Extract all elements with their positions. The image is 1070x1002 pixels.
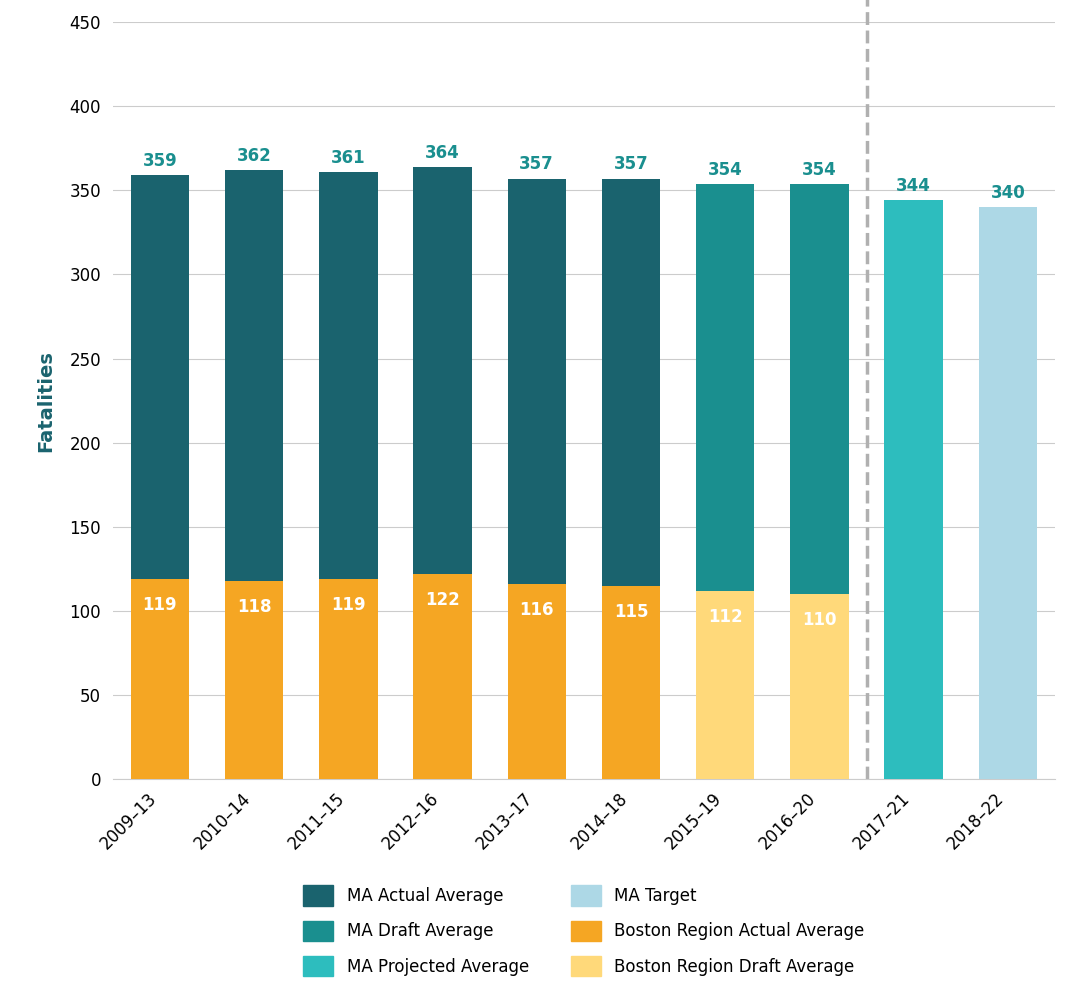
Bar — [413, 574, 472, 780]
Bar — [696, 591, 754, 780]
Bar — [507, 584, 566, 780]
Bar — [225, 170, 284, 780]
Bar — [601, 586, 660, 780]
Bar — [413, 166, 472, 780]
Y-axis label: Fatalities: Fatalities — [36, 350, 56, 452]
Text: 362: 362 — [236, 147, 272, 165]
Text: 364: 364 — [425, 143, 460, 161]
Bar — [131, 579, 189, 780]
Bar — [225, 581, 284, 780]
Bar — [979, 207, 1037, 780]
Bar — [131, 175, 189, 780]
Bar — [319, 579, 378, 780]
Text: 119: 119 — [142, 596, 178, 614]
Bar — [319, 171, 378, 780]
Text: 359: 359 — [142, 152, 178, 170]
Text: 354: 354 — [802, 160, 837, 178]
Text: 112: 112 — [708, 607, 743, 625]
Text: 340: 340 — [991, 184, 1025, 202]
Text: 110: 110 — [802, 611, 837, 629]
Text: 116: 116 — [520, 601, 554, 619]
Text: 115: 115 — [614, 602, 648, 620]
Bar — [696, 183, 754, 780]
Text: 357: 357 — [519, 155, 554, 173]
Bar — [791, 594, 849, 780]
Text: 118: 118 — [236, 597, 272, 615]
Text: 122: 122 — [425, 591, 460, 609]
Legend: MA Actual Average, MA Draft Average, MA Projected Average, MA Target, Boston Reg: MA Actual Average, MA Draft Average, MA … — [296, 879, 871, 983]
Text: 344: 344 — [897, 177, 931, 195]
Bar — [791, 183, 849, 780]
Bar — [885, 200, 943, 780]
Text: 357: 357 — [613, 155, 648, 173]
Text: 354: 354 — [708, 160, 743, 178]
Bar — [507, 178, 566, 780]
Text: 119: 119 — [331, 596, 366, 614]
Bar — [601, 178, 660, 780]
Text: 361: 361 — [331, 148, 366, 166]
